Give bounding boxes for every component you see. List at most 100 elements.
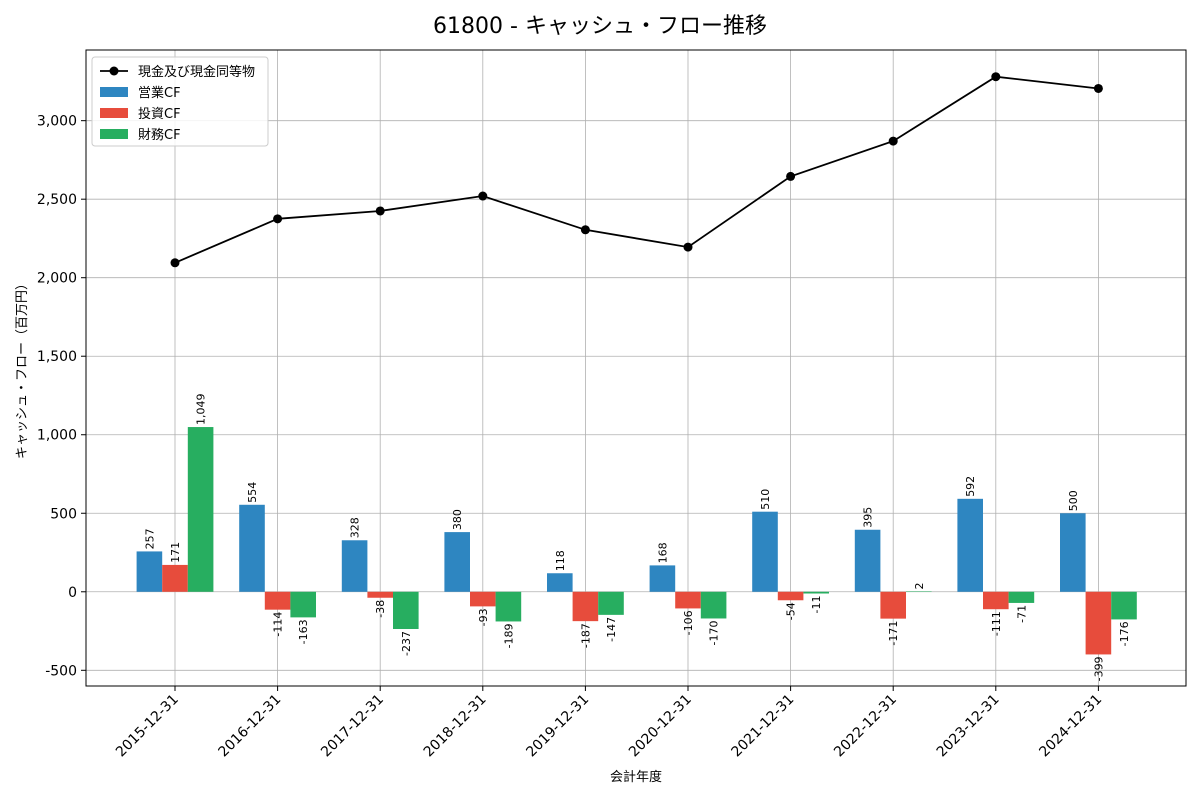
cash-line-point [478,191,488,201]
bar-value-label: 171 [169,542,182,563]
bar [572,591,599,622]
legend-swatch [100,87,128,97]
bar [136,551,163,592]
chart-title: 61800 - キャッシュ・フロー推移 [433,14,767,39]
plot-frame [85,49,1187,687]
bar-value-label: -38 [374,600,387,618]
x-tick-label: 2015-12-31 [113,692,182,761]
bar [1111,591,1137,620]
bar-value-label: -187 [579,623,592,648]
x-tick-label: 2022-12-31 [831,692,900,761]
y-tick-label: 0 [68,585,77,601]
x-tick-label: 2019-12-31 [523,692,592,761]
bar-labels: 257 554 328 380 118 168 510 395 592 500 171 -114 -38… [143,394,1131,682]
legend-swatch [100,129,128,139]
y-tick-label: -500 [45,663,77,679]
cash-line-point [170,258,180,268]
bar [854,529,881,592]
y-tick-label: 2,000 [37,271,77,287]
bar [367,591,393,598]
bar [547,573,573,592]
bar-value-label: 554 [246,482,259,503]
bars [136,427,1137,655]
legend-label: 営業CF [138,85,181,101]
bar [675,591,701,609]
bar [1008,591,1035,603]
x-tick-label: 2021-12-31 [729,692,798,761]
bar-value-label: 395 [862,507,875,528]
legend-label: 投資CF [138,106,181,122]
cash-line-point [1093,83,1103,93]
bar-value-label: 328 [349,517,362,538]
bar-value-label: -11 [810,596,823,614]
bar [470,591,496,607]
legend-line-marker [109,66,119,76]
grid [86,50,1186,686]
cash-line [170,72,1103,268]
y-tick-label: 3,000 [37,114,77,130]
bar [880,591,906,619]
bar [162,564,188,592]
bar [598,591,624,615]
legend-label: 現金及び現金同等物 [138,64,255,80]
legend-box [91,56,269,147]
bar-value-label: 380 [451,509,464,530]
bar-value-label: 1,049 [195,394,208,426]
bar [239,504,265,592]
bar [649,565,676,592]
y-axis-label: キャッシュ・フロー（百万円） [15,277,30,459]
bar-value-label: -71 [1015,605,1028,623]
bar [957,498,983,592]
bar-value-label: -170 [708,620,721,645]
x-tick-label: 2018-12-31 [421,692,490,761]
bar-value-label: -176 [1118,621,1131,646]
bar-value-label: -163 [297,619,310,644]
bar-value-label: -93 [477,608,490,626]
cash-line-point [683,242,693,252]
bar [393,591,419,629]
x-tick-label: 2020-12-31 [626,692,695,761]
cash-line-point [888,136,898,146]
bar [983,591,1009,610]
bar [444,532,470,592]
bar-value-label: 2 [913,582,926,589]
bar [1085,591,1112,655]
y-tick-label: 1,500 [37,349,77,365]
bar [906,591,932,592]
cash-line-path [174,75,1099,264]
x-tick-label: 2017-12-31 [318,692,387,761]
x-tick-label: 2024-12-31 [1036,692,1105,761]
bar [700,591,727,619]
bar-value-label: 500 [1067,490,1080,511]
bar-value-label: -106 [682,610,695,635]
cash-line-point [991,72,1001,82]
bar-value-label: 118 [554,550,567,571]
cash-line-point [786,171,796,181]
bar-value-label: -54 [785,602,798,620]
bar-value-label: 592 [964,476,977,497]
bar-value-label: -237 [400,631,413,656]
bar-value-label: -399 [1092,656,1105,681]
bar-value-label: -147 [605,617,618,642]
bar-value-label: -111 [990,611,1003,636]
bar [1060,513,1086,592]
y-tick-label: 1,000 [37,428,77,444]
cash-line-point [273,214,283,224]
bar [264,591,291,610]
bar [777,591,804,601]
bar-value-label: -114 [272,612,285,637]
bar-value-label: 510 [759,489,772,510]
bar [290,591,316,618]
y-tick-label: 2,500 [37,192,77,208]
x-tick-label: 2016-12-31 [216,692,285,761]
bar-value-label: -189 [502,623,515,648]
bar [341,540,368,592]
cash-line-point [580,225,590,235]
bar-value-label: -171 [887,621,900,646]
y-tick-label: 500 [50,506,77,522]
bar [752,511,778,592]
x-tick-label: 2023-12-31 [934,692,1003,761]
bar [803,591,829,594]
